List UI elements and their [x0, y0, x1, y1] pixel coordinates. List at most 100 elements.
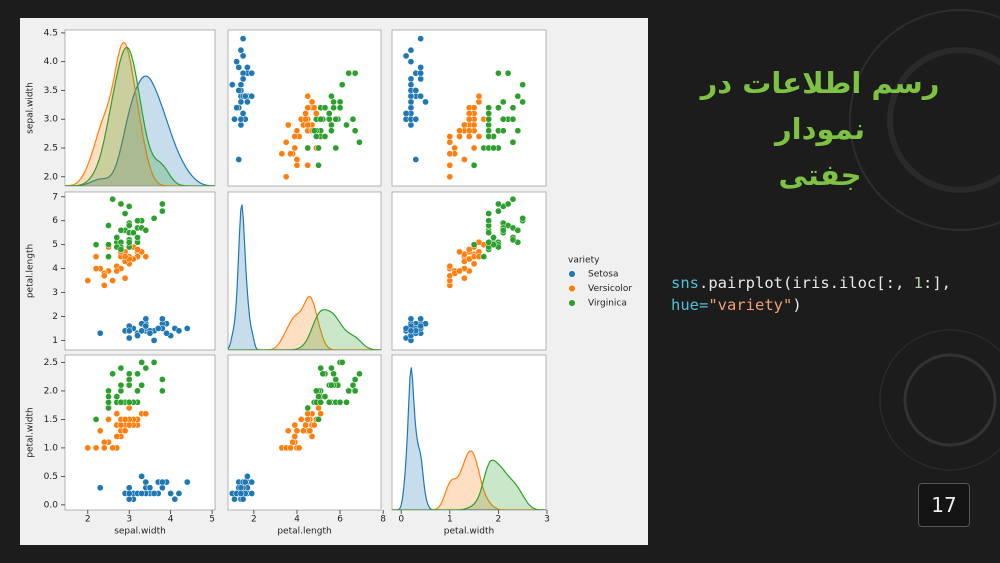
point — [241, 478, 249, 486]
y-tick-label: 1 — [52, 336, 58, 346]
point — [159, 478, 166, 486]
kde-area — [228, 296, 381, 350]
y-tick-label: 4.0 — [44, 57, 59, 67]
point — [456, 267, 463, 275]
kde-line — [65, 46, 215, 186]
legend-swatch — [568, 284, 576, 293]
point — [287, 150, 294, 158]
point — [485, 229, 493, 237]
point — [315, 161, 322, 169]
point — [235, 156, 243, 163]
point — [293, 156, 301, 163]
point — [183, 478, 191, 486]
point — [92, 253, 100, 260]
point — [113, 410, 121, 418]
point — [315, 404, 322, 412]
point — [237, 115, 245, 123]
point — [407, 327, 415, 335]
point — [509, 236, 517, 244]
x-tick-label: 2 — [251, 515, 257, 525]
point — [310, 127, 318, 135]
code-token: ) — [792, 296, 802, 314]
point — [291, 144, 299, 152]
y-tick-label: 5 — [52, 240, 58, 250]
point — [293, 127, 301, 135]
point — [351, 376, 359, 383]
panel-marks — [228, 204, 381, 350]
point — [248, 69, 256, 77]
point — [171, 495, 179, 503]
point — [407, 81, 415, 89]
point — [235, 64, 243, 71]
point — [117, 381, 125, 389]
point — [461, 274, 468, 282]
kde-area — [392, 451, 546, 510]
code-line: hue="variety") — [671, 294, 951, 316]
point — [84, 444, 92, 452]
kde-area — [65, 76, 215, 186]
point — [175, 327, 183, 335]
point — [325, 110, 333, 117]
point — [134, 217, 141, 225]
point — [470, 161, 478, 169]
point — [336, 104, 344, 112]
y-tick-label: 3.0 — [44, 115, 59, 125]
point — [304, 416, 312, 423]
point — [146, 484, 154, 492]
point — [244, 98, 251, 106]
point — [142, 253, 150, 260]
point — [417, 69, 425, 77]
x-axis-label: sepal.width — [114, 527, 166, 537]
kde-area — [392, 460, 546, 510]
point — [310, 421, 318, 429]
point — [113, 433, 121, 440]
point — [125, 334, 133, 342]
point — [475, 92, 483, 100]
code-token: "variety" — [708, 296, 793, 314]
point — [134, 246, 141, 253]
point — [332, 115, 340, 123]
point — [302, 421, 309, 429]
x-tick-label: 0 — [398, 515, 404, 525]
point — [125, 381, 133, 389]
point — [304, 161, 312, 169]
point — [233, 58, 240, 66]
point — [228, 81, 236, 89]
point — [125, 370, 133, 378]
point — [300, 427, 307, 435]
y-tick-label: 0.0 — [44, 500, 59, 510]
point — [456, 127, 463, 135]
point — [351, 69, 359, 77]
point — [519, 98, 527, 106]
point — [417, 322, 425, 330]
point — [470, 241, 478, 249]
point — [293, 427, 301, 435]
point — [317, 410, 325, 418]
point — [109, 444, 117, 452]
code-token: 1 — [913, 274, 923, 292]
point — [121, 210, 129, 217]
kde-area — [228, 309, 381, 350]
point — [485, 121, 493, 129]
point — [138, 473, 146, 480]
point — [159, 387, 166, 395]
point — [485, 127, 493, 135]
code-line: sns.pairplot(iris.iloc[:, 1:], — [671, 272, 951, 294]
point — [490, 144, 497, 152]
point — [302, 115, 309, 123]
point — [304, 92, 312, 100]
point — [239, 110, 247, 117]
point — [317, 115, 325, 123]
point — [113, 267, 121, 275]
point — [101, 272, 108, 280]
x-tick-label: 3 — [126, 515, 132, 525]
point — [336, 98, 344, 106]
point — [317, 364, 325, 372]
point — [321, 104, 329, 112]
point — [509, 138, 517, 146]
point — [248, 92, 256, 100]
point — [134, 332, 141, 339]
point — [514, 92, 522, 100]
point — [244, 473, 251, 480]
